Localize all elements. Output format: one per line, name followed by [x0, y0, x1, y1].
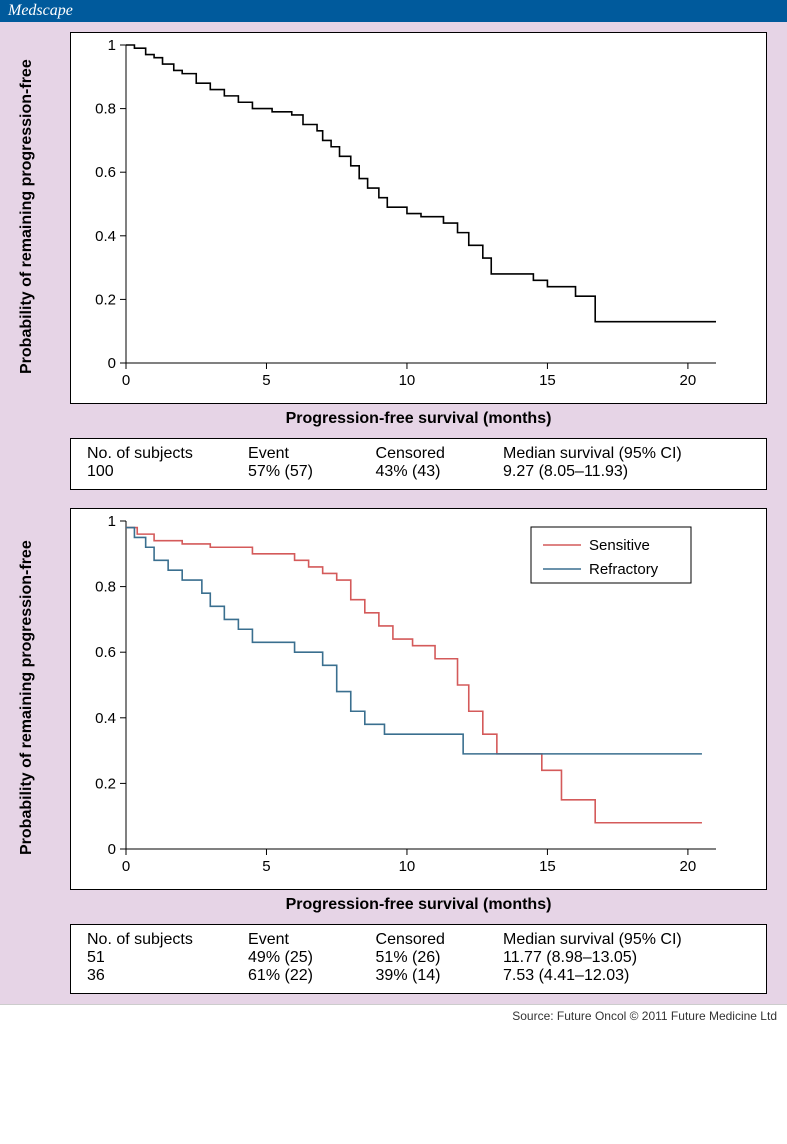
stats-header-cell: No. of subjects — [83, 931, 244, 949]
stats-cell: 7.53 (4.41–12.03) — [499, 967, 754, 985]
svg-text:1: 1 — [108, 37, 116, 54]
stats-cell: 43% (43) — [372, 463, 499, 481]
chart-2: 00.20.40.60.8105101520SensitiveRefractor… — [71, 509, 726, 889]
panel-2: Probability of remaining progression-fre… — [10, 508, 777, 994]
stats-box-1: No. of subjectsEventCensoredMedian survi… — [70, 438, 767, 490]
stats-cell: 9.27 (8.05–11.93) — [499, 463, 754, 481]
stats-cell: 39% (14) — [372, 967, 499, 985]
header-bar: Medscape — [0, 0, 787, 22]
stats-header-cell: Median survival (95% CI) — [499, 931, 754, 949]
stats-cell: 51 — [83, 949, 244, 967]
svg-text:1: 1 — [108, 513, 116, 530]
svg-text:5: 5 — [262, 858, 270, 875]
stats-header-cell: No. of subjects — [83, 445, 244, 463]
xaxis-title-1: Progression-free survival (months) — [70, 410, 767, 428]
svg-text:0.2: 0.2 — [95, 291, 116, 308]
svg-text:10: 10 — [399, 858, 416, 875]
svg-text:0.4: 0.4 — [95, 228, 116, 245]
svg-text:15: 15 — [539, 372, 556, 389]
panel-1: Probability of remaining progression-fre… — [10, 32, 777, 490]
xaxis-title-2: Progression-free survival (months) — [70, 896, 767, 914]
stats-cell: 49% (25) — [244, 949, 371, 967]
yaxis-title-1: Probability of remaining progression-fre… — [18, 32, 36, 402]
stats-header-cell: Event — [244, 931, 371, 949]
stats-cell: 51% (26) — [372, 949, 499, 967]
svg-text:0: 0 — [122, 858, 130, 875]
plot-box-2: 00.20.40.60.8105101520SensitiveRefractor… — [70, 508, 767, 890]
stats-cell: 36 — [83, 967, 244, 985]
svg-text:0.2: 0.2 — [95, 775, 116, 792]
chart-1: 00.20.40.60.8105101520 — [71, 33, 726, 403]
stats-header-cell: Event — [244, 445, 371, 463]
stats-cell: 100 — [83, 463, 244, 481]
stats-cell: 11.77 (8.98–13.05) — [499, 949, 754, 967]
svg-text:20: 20 — [680, 858, 697, 875]
footer: Source: Future Oncol © 2011 Future Medic… — [0, 1004, 787, 1027]
stats-header-cell: Censored — [372, 445, 499, 463]
svg-text:0.8: 0.8 — [95, 101, 116, 118]
svg-text:0.6: 0.6 — [95, 644, 116, 661]
svg-text:20: 20 — [680, 372, 697, 389]
stats-header-cell: Censored — [372, 931, 499, 949]
stats-table-2: No. of subjectsEventCensoredMedian survi… — [83, 931, 754, 985]
brand: Medscape — [8, 2, 73, 19]
svg-text:10: 10 — [399, 372, 416, 389]
svg-text:5: 5 — [262, 372, 270, 389]
yaxis-title-2: Probability of remaining progression-fre… — [18, 508, 36, 888]
svg-text:0: 0 — [122, 372, 130, 389]
svg-text:Sensitive: Sensitive — [589, 537, 650, 554]
svg-text:0.4: 0.4 — [95, 710, 116, 727]
stats-table-1: No. of subjectsEventCensoredMedian survi… — [83, 445, 754, 481]
svg-text:0: 0 — [108, 841, 116, 858]
figure-container: Probability of remaining progression-fre… — [0, 22, 787, 1004]
stats-cell: 61% (22) — [244, 967, 371, 985]
stats-box-2: No. of subjectsEventCensoredMedian survi… — [70, 924, 767, 994]
stats-cell: 57% (57) — [244, 463, 371, 481]
svg-text:Refractory: Refractory — [589, 561, 659, 578]
stats-header-cell: Median survival (95% CI) — [499, 445, 754, 463]
svg-text:0.6: 0.6 — [95, 164, 116, 181]
footer-text: Source: Future Oncol © 2011 Future Medic… — [512, 1009, 777, 1023]
svg-text:0: 0 — [108, 355, 116, 372]
plot-box-1: 00.20.40.60.8105101520 — [70, 32, 767, 404]
svg-text:0.8: 0.8 — [95, 579, 116, 596]
svg-text:15: 15 — [539, 858, 556, 875]
